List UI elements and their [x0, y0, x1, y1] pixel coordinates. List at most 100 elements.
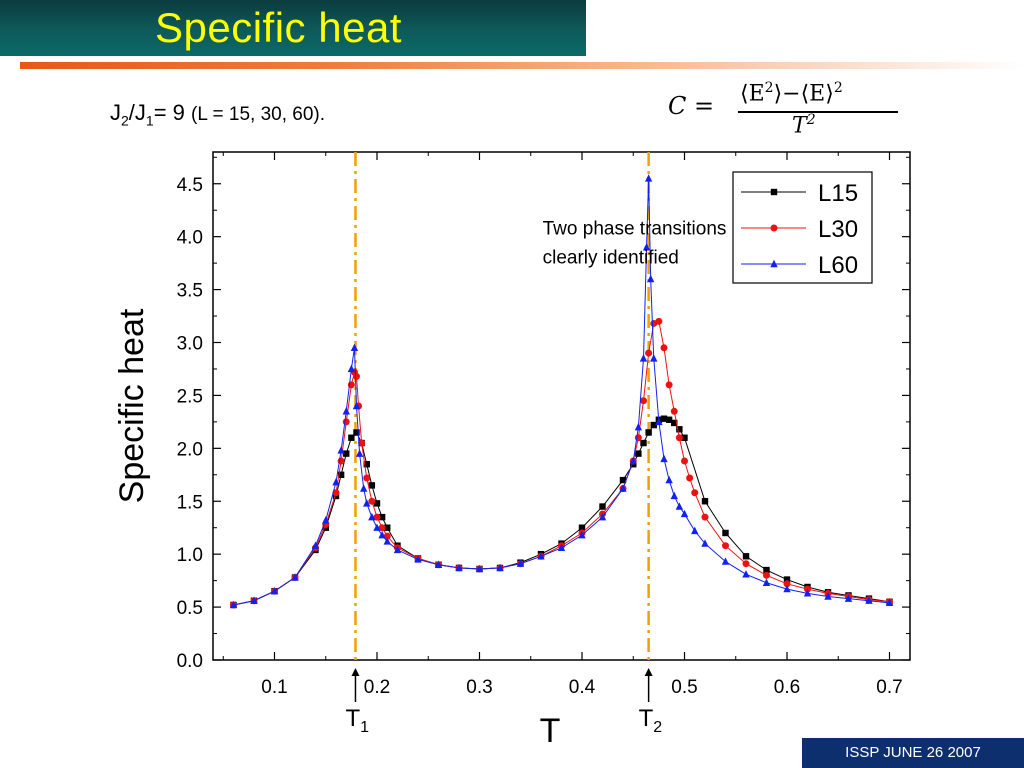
data-point-l60	[803, 589, 812, 597]
data-point-l30	[660, 344, 668, 352]
transition-subscript: 2	[653, 719, 662, 736]
y-tick-label: 1.0	[177, 545, 203, 566]
formula-den-t: T	[792, 113, 807, 139]
y-tick-label: 1.5	[177, 492, 203, 513]
x-tick-label: 0.3	[466, 677, 492, 698]
legend-label-l60: L60	[818, 252, 858, 279]
annotation-line-2: clearly identified	[543, 247, 679, 268]
x-tick-label: 0.6	[774, 677, 800, 698]
subtitle-params: (L = 15, 30, 60).	[191, 104, 325, 125]
data-point-l30	[645, 349, 653, 357]
data-point-l60	[844, 594, 853, 602]
data-point-l15	[660, 415, 668, 422]
data-point-l15	[363, 461, 370, 468]
data-point-l15	[384, 524, 391, 531]
data-point-l60	[434, 560, 443, 568]
x-tick-label: 0.1	[261, 677, 287, 698]
data-point-l15	[763, 566, 770, 574]
transition-arrowhead-t1	[351, 668, 360, 676]
data-point-l30	[763, 571, 770, 579]
data-point-l60	[516, 559, 525, 567]
y-tick-label: 2.0	[177, 439, 203, 460]
data-point-l60	[475, 564, 484, 573]
data-point-l60	[639, 354, 648, 362]
data-point-l60	[359, 484, 368, 492]
transition-label-t1: T1	[345, 705, 369, 736]
data-point-l15	[599, 503, 606, 510]
data-point-l60	[363, 499, 371, 507]
y-tick-label: 3.0	[177, 334, 203, 355]
legend-marker-l15	[770, 188, 778, 196]
data-point-l30	[670, 407, 678, 415]
data-point-l15	[337, 471, 345, 478]
data-point-l60	[644, 174, 653, 182]
x-axis-label: T	[540, 712, 561, 750]
data-point-l15	[348, 434, 355, 441]
data-point-l30	[722, 542, 729, 550]
data-point-l60	[670, 491, 678, 500]
transition-letter: T	[345, 705, 360, 732]
data-point-l30	[686, 474, 694, 482]
data-point-l60	[229, 600, 238, 609]
data-point-l30	[701, 513, 709, 521]
data-point-l60	[762, 578, 771, 586]
x-tick-label: 0.2	[364, 677, 390, 698]
accent-divider	[20, 62, 1024, 69]
data-point-l15	[665, 416, 673, 423]
legend-label-l30: L30	[818, 216, 858, 243]
data-point-l60	[414, 555, 422, 563]
subtitle-sub-1: 1	[145, 112, 154, 129]
data-point-l60	[496, 563, 504, 572]
data-point-l15	[722, 529, 729, 537]
data-point-l60	[701, 539, 709, 547]
data-point-l30	[358, 439, 366, 447]
data-point-l60	[332, 478, 340, 486]
series-line-l15	[233, 418, 890, 606]
formula-num-b: ⟩−⟨E⟩	[773, 81, 834, 107]
data-point-l60	[368, 512, 376, 521]
data-point-l15	[640, 439, 647, 447]
data-point-l15	[742, 553, 750, 560]
transition-letter: T	[639, 705, 654, 732]
data-point-l60	[650, 354, 658, 362]
data-point-l60	[342, 407, 350, 415]
data-point-l15	[681, 434, 688, 441]
data-point-l15	[373, 500, 381, 507]
data-point-l60	[660, 454, 668, 463]
formula-fraction-bar	[738, 111, 898, 113]
x-tick-label: 0.7	[876, 677, 902, 698]
formula-den-sup: 2	[806, 112, 816, 128]
data-point-l30	[665, 381, 673, 389]
y-axis-label: Specific heat	[113, 308, 151, 503]
data-point-l60	[383, 537, 391, 545]
data-point-l60	[865, 596, 873, 604]
data-point-l60	[721, 557, 730, 565]
data-point-l60	[642, 243, 651, 251]
data-point-l60	[634, 422, 643, 431]
y-tick-label: 2.5	[177, 386, 203, 407]
data-point-l60	[347, 364, 356, 373]
series-line-l30	[233, 320, 890, 606]
plot-frame	[212, 151, 911, 661]
title-bar	[0, 0, 586, 56]
data-point-l60	[783, 584, 791, 593]
data-point-l30	[373, 513, 381, 521]
x-tick-label: 0.5	[671, 677, 697, 698]
data-point-l30	[363, 474, 371, 482]
data-point-l15	[701, 498, 709, 505]
data-point-l60	[629, 456, 637, 465]
subtitle-slash: /J	[128, 100, 146, 125]
data-point-l30	[640, 397, 647, 405]
formula-denominator: T2	[792, 112, 816, 138]
transition-label-t2: T2	[639, 705, 663, 736]
data-point-l60	[378, 530, 386, 539]
data-point-l60	[885, 598, 894, 607]
y-tick-label: 0.5	[177, 598, 203, 619]
data-point-l60	[675, 502, 684, 510]
y-tick-label: 3.5	[177, 281, 203, 302]
data-point-l60	[578, 530, 586, 539]
data-point-l60	[393, 545, 402, 554]
data-point-l60	[373, 523, 381, 531]
data-point-l15	[343, 450, 350, 457]
data-point-l60	[557, 543, 566, 552]
